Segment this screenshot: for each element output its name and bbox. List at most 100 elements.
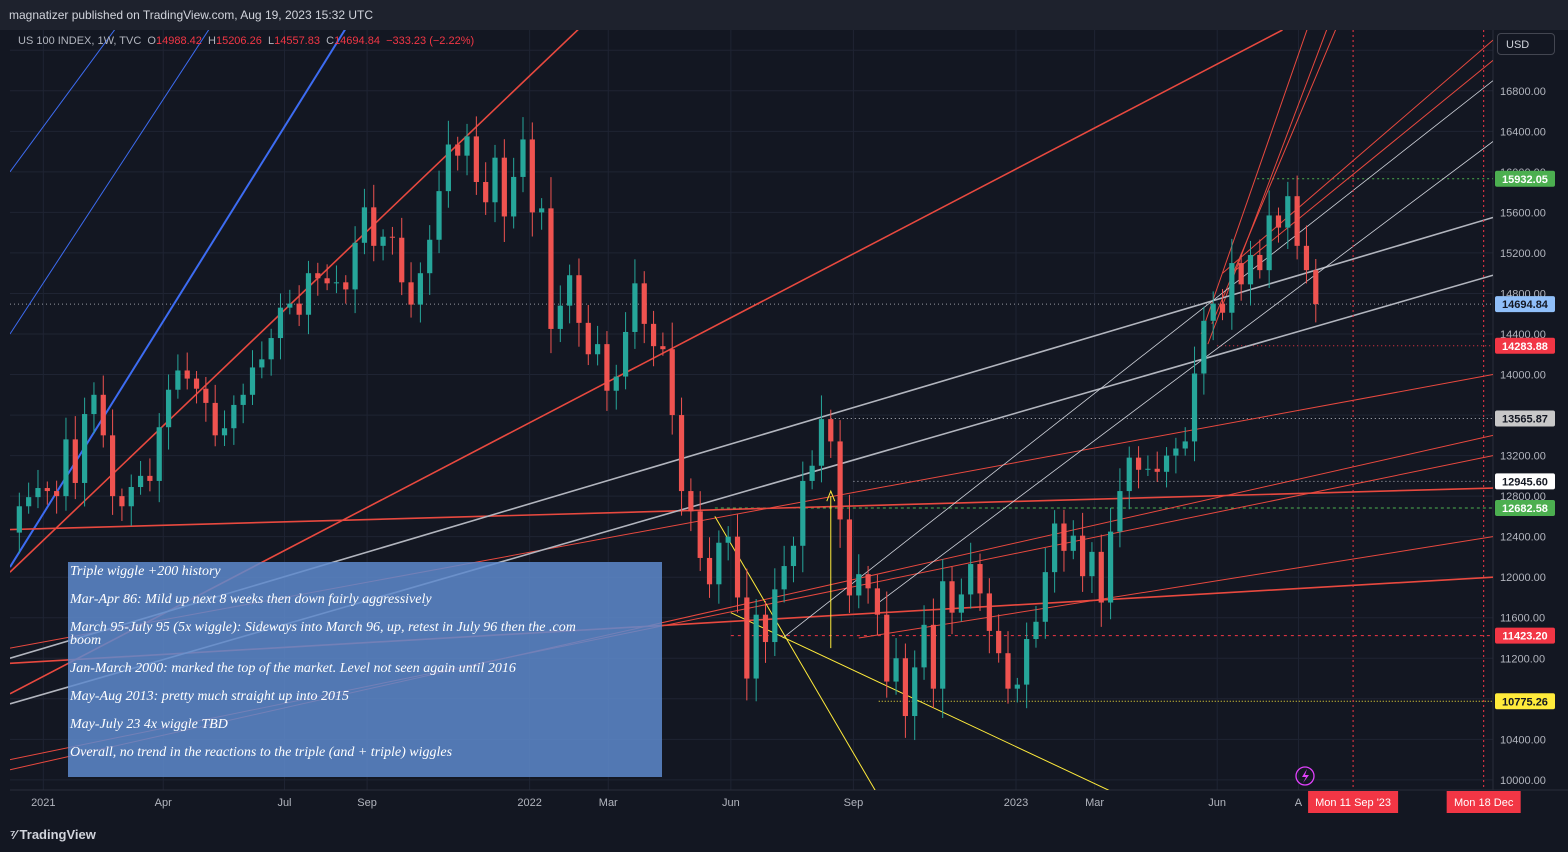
candle-body [790,545,797,567]
candle-body [128,487,134,507]
tradingview-logo[interactable]: ⁷⁄ TradingView [10,827,96,842]
candle-body [716,542,722,585]
candle-body [1126,457,1132,492]
candle-body [893,658,899,682]
candle-body [408,282,414,305]
price-label: 15932.05 [1502,174,1548,186]
candle-body [511,176,517,217]
candle-body [203,388,209,403]
candle-body [688,491,694,512]
trendline [10,30,116,173]
candle-body [837,441,843,520]
note-line: Overall, no trend in the reactions to th… [70,745,453,760]
candle-body [576,275,582,323]
date-label-box [1308,791,1399,813]
candle-body [557,305,563,329]
candle-body [221,428,228,436]
candle-body [1070,535,1076,551]
note-line: May-July 23 4x wiggle TBD [70,717,228,732]
price-label-box [1495,296,1555,313]
candle-body [912,667,918,717]
candle-body [119,496,125,507]
time-tick-label: Apr [155,797,172,809]
trendline [714,516,876,790]
candle-body [54,491,60,497]
candle-body [585,322,591,355]
price-label-box [1495,473,1555,490]
candle-body [26,497,32,507]
trendline [782,80,1493,639]
candle-body [781,566,787,590]
candle-body [371,207,377,246]
candle-body [678,415,685,492]
candle-body [1163,455,1170,472]
publish-info: magnatizer published on TradingView.com,… [9,8,374,22]
price-label: 10775.26 [1502,696,1548,708]
candle-body [1098,551,1104,603]
candle-body [996,630,1002,654]
candle-body [772,589,778,643]
candle-body [520,139,526,177]
candle-body [231,404,237,429]
candle-body [492,157,498,203]
candle-body [44,488,50,492]
time-tick-label: Jun [722,797,740,809]
price-tick-label: 11600.00 [1500,613,1545,625]
candle-body [361,207,368,243]
price-label-box [1495,410,1555,427]
price-tick-label: 12000.00 [1500,572,1546,584]
note-line: Triple wiggle +200 history [70,564,221,579]
candle-body [1229,263,1235,313]
candle-body [389,236,396,238]
price-label-box [1495,337,1555,354]
candle-body [977,564,983,594]
candle-body [604,344,610,391]
candle-body [1014,684,1020,689]
candle-body [1313,270,1319,305]
candle-body [277,307,284,339]
price-label-box [1495,693,1555,710]
candle-body [902,658,908,717]
price-label: 14283.88 [1502,341,1548,353]
candle-body [800,480,806,546]
price-labels: 15932.05 14694.84 14283.88 13565.87 12945.60… [1495,170,1555,710]
candle-body [1042,572,1048,622]
candle-body [874,588,881,615]
footer [0,818,1568,852]
candle-body [268,338,274,360]
alert-icon[interactable] [1295,766,1315,786]
candle-body [1145,468,1151,470]
trendline [878,141,1493,603]
candle-body [753,614,759,679]
candle-body [968,564,974,595]
price-tick-label: 13200.00 [1500,451,1546,463]
date-label-box [1446,791,1521,813]
candle-body [380,236,386,246]
close-value: 14694.84 [334,35,380,47]
candle-body [287,303,293,308]
candle-body [706,557,713,585]
note-line: boom [70,633,102,648]
candle-body [1285,196,1291,228]
tradingview-brand: TradingView [19,827,96,842]
candle-body [109,435,116,497]
candle-body [1117,491,1123,532]
candle-body [828,419,834,442]
price-label-box [1495,170,1555,187]
candle-body [641,283,647,324]
trendline [10,487,1493,531]
note-line: Mar-Apr 86: Mild up next 8 weeks then do… [70,592,432,607]
high-value: 15206.26 [215,35,262,47]
date-label: Mon 18 Dec [1454,797,1514,809]
currency-button[interactable]: USD [1497,33,1555,55]
price-tick-label: 14000.00 [1500,370,1546,382]
candle-body [986,593,992,631]
candle-body [1238,263,1244,285]
trendline [10,30,210,335]
candle-body [725,536,731,543]
candle-body [744,597,750,679]
candle-body [259,359,265,368]
candle-body [399,237,405,283]
candle-body [1210,303,1216,321]
price-tick-label: 15600.00 [1500,207,1546,219]
